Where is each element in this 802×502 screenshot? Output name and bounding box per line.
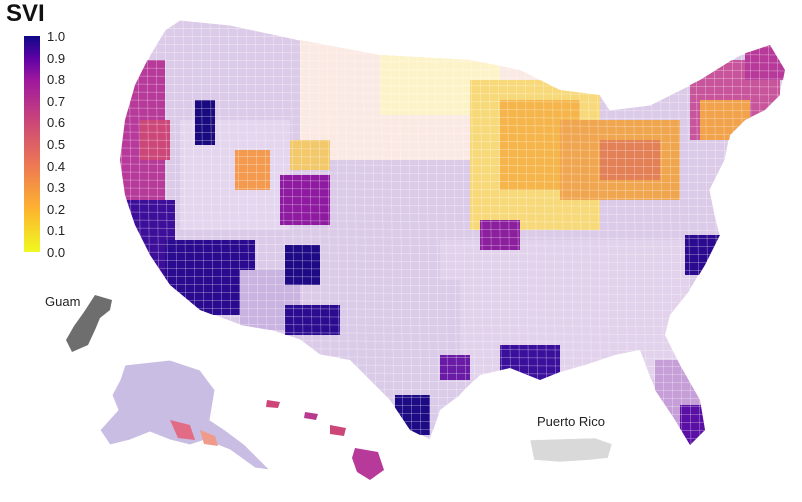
county-border — [120, 20, 785, 24]
county-border — [120, 211, 785, 216]
puerto-rico-shape — [529, 437, 613, 463]
county-border — [786, 15, 790, 450]
county-border — [120, 243, 785, 248]
legend-tick-label: 0.5 — [47, 137, 66, 152]
county-border — [120, 115, 785, 120]
county-border — [425, 20, 431, 445]
county-border — [120, 283, 785, 288]
county-border — [120, 171, 785, 176]
county-border — [380, 20, 386, 445]
county-border — [120, 291, 785, 296]
county-border — [533, 20, 539, 445]
county-border — [120, 267, 785, 272]
guam-shape — [66, 295, 112, 352]
county-border — [120, 107, 785, 112]
legend-tick-label: 0.3 — [47, 180, 66, 196]
county-border — [120, 235, 785, 240]
county-border — [120, 139, 785, 144]
county-border — [120, 251, 785, 256]
guam-label: Guam — [45, 294, 81, 309]
county-border — [389, 20, 395, 445]
legend-tick-label: 0.7 — [47, 93, 66, 109]
legend-title: SVI — [6, 0, 45, 27]
legend-tick-label: 0.1 — [47, 223, 66, 239]
county-border — [120, 123, 785, 128]
legend-tick-label: 0.0 — [47, 245, 66, 260]
county-border — [120, 219, 785, 224]
county-border — [416, 20, 422, 445]
county-border — [120, 227, 785, 232]
county-border — [434, 20, 440, 445]
county-border — [398, 20, 404, 445]
county-border — [120, 131, 785, 136]
county-border — [461, 20, 467, 445]
legend-tick-label: 0.4 — [47, 158, 66, 174]
county-border — [120, 147, 785, 152]
county-border — [120, 259, 785, 264]
legend-colorbar — [24, 36, 40, 252]
hawaii — [266, 400, 384, 480]
county-border — [120, 299, 785, 304]
county-border — [371, 20, 377, 445]
legend-tick-label: 0.6 — [47, 115, 66, 131]
county-border — [407, 20, 413, 445]
legend-tick-label: 0.2 — [47, 201, 66, 217]
county-border — [120, 275, 785, 280]
county-border — [120, 99, 785, 104]
county-border — [452, 20, 458, 445]
county-border — [470, 20, 476, 445]
county-border — [443, 20, 449, 445]
legend-tick-label: 0.8 — [47, 72, 66, 88]
alaska — [99, 359, 272, 471]
county-border — [120, 91, 785, 96]
county-border — [120, 187, 785, 192]
puerto-rico-label: Puerto Rico — [537, 414, 605, 429]
county-border — [120, 203, 785, 208]
county-border — [120, 179, 785, 184]
county-border — [120, 163, 785, 168]
legend-tick-label: 1.0 — [47, 29, 66, 44]
legend-tick-label: 0.9 — [47, 50, 66, 66]
county-grid — [120, 15, 790, 450]
county-border — [120, 155, 785, 160]
county-border — [120, 195, 785, 200]
